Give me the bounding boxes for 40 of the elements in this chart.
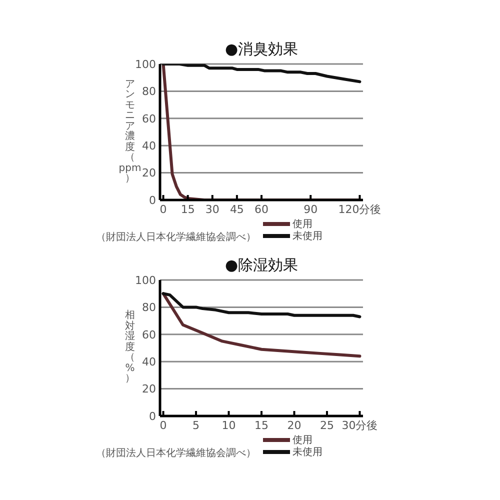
y-tick-label: 20 bbox=[142, 166, 156, 180]
x-tick-label: 0 bbox=[160, 419, 167, 432]
chart-title: ●除湿効果 bbox=[224, 256, 300, 274]
x-tick-label: 90 bbox=[304, 203, 318, 216]
text: アンモニア濃度（ppm） bbox=[118, 78, 142, 184]
x-tick-label: 20 bbox=[287, 419, 302, 432]
legend-label: 使用 bbox=[292, 218, 312, 230]
x-tick-label: 45 bbox=[230, 203, 244, 216]
y-axis-title: 相対湿度（%） bbox=[125, 310, 135, 385]
y-tick-label: 60 bbox=[142, 112, 156, 126]
text: （財団法人日本化学繊維協会調べ） bbox=[96, 230, 256, 244]
y-tick-label: 0 bbox=[149, 194, 156, 207]
x-tick-label: 15 bbox=[254, 419, 268, 432]
y-tick-label: 40 bbox=[142, 140, 156, 153]
y-tick-label: 80 bbox=[142, 301, 156, 314]
legend-label: 未使用 bbox=[292, 230, 322, 243]
x-tick-label: 10 bbox=[222, 419, 236, 432]
x-tick-label: 30 bbox=[205, 203, 220, 216]
y-tick-label: 80 bbox=[142, 85, 156, 98]
legend-label: 未使用 bbox=[292, 446, 322, 459]
x-tick-label: 60 bbox=[254, 203, 268, 216]
legend-label: 使用 bbox=[292, 434, 312, 446]
y-tick-label: 40 bbox=[142, 356, 156, 369]
x-tick-label: 0 bbox=[160, 203, 167, 216]
line-series bbox=[162, 292, 362, 318]
x-tick-label: 120分後 bbox=[338, 203, 382, 216]
y-tick-label: 20 bbox=[142, 382, 156, 396]
x-tick-label: 25 bbox=[320, 419, 334, 432]
x-tick-label: 5 bbox=[192, 419, 200, 432]
text: （財団法人日本化学繊維協会調べ） bbox=[96, 446, 256, 460]
y-tick-label: 100 bbox=[135, 58, 156, 71]
line-series bbox=[162, 64, 362, 200]
line-series bbox=[162, 292, 362, 358]
y-tick-label: 0 bbox=[149, 410, 156, 423]
line-series bbox=[162, 64, 362, 84]
y-tick-label: 60 bbox=[142, 328, 156, 342]
x-tick-label: 15 bbox=[180, 203, 195, 216]
chart-title: ●消臭効果 bbox=[224, 40, 300, 58]
x-tick-label: 30分後 bbox=[342, 419, 378, 432]
y-tick-label: 100 bbox=[135, 274, 156, 287]
